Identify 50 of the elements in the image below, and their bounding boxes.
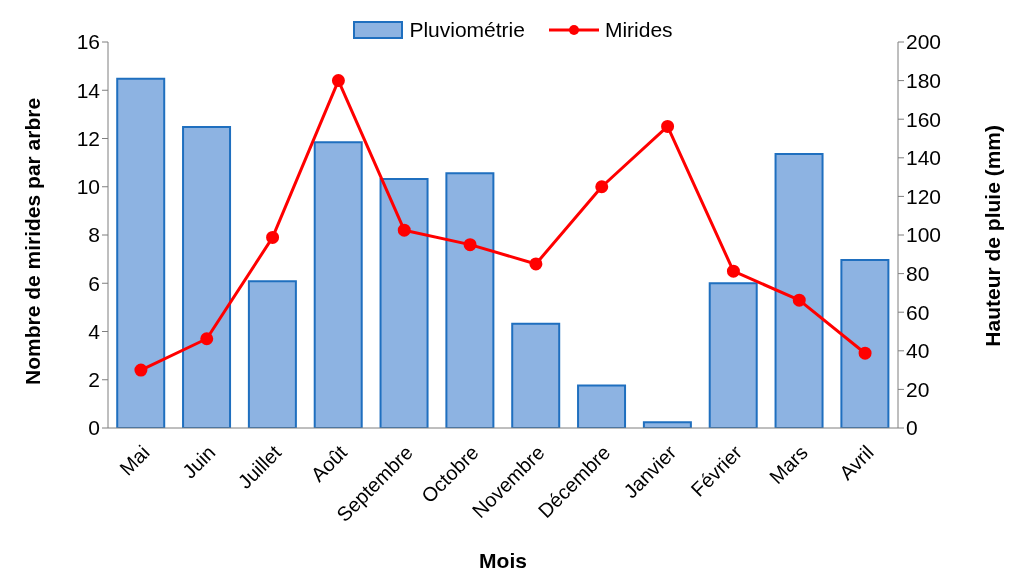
x-tick-label: Mai	[115, 441, 154, 480]
y2-tick-label: 180	[906, 69, 942, 93]
bar	[708, 282, 758, 428]
y2-tick-label: 100	[906, 223, 942, 247]
point	[397, 223, 411, 237]
legend-label: Mirides	[604, 18, 673, 42]
x-axis-title: Mois	[479, 549, 527, 572]
y-axis-title: Nombre de mirides par arbre	[21, 97, 45, 385]
y2-tick-label: 200	[906, 30, 942, 54]
y2-tick-label: 160	[906, 107, 942, 131]
y2-tick-label: 80	[906, 262, 930, 286]
point	[595, 180, 609, 194]
y-tick-label: 10	[76, 175, 100, 199]
bar	[577, 384, 627, 428]
point	[200, 332, 214, 346]
y2-tick-label: 20	[906, 377, 930, 401]
legend-label: Pluviométrie	[409, 18, 525, 42]
point	[661, 119, 675, 133]
y2-tick-label: 0	[906, 416, 918, 440]
y-tick-label: 6	[88, 271, 100, 295]
y-tick-label: 2	[88, 368, 100, 392]
bar	[379, 178, 429, 428]
y-tick-label: 0	[88, 416, 100, 440]
point	[529, 257, 543, 271]
point	[134, 363, 148, 377]
point	[463, 238, 477, 252]
point	[331, 74, 345, 88]
y-tick-label: 12	[76, 126, 100, 150]
y2-tick-label: 60	[906, 300, 930, 324]
y-tick-label: 14	[76, 78, 101, 102]
bar	[182, 125, 232, 428]
bar	[313, 141, 363, 428]
point	[792, 293, 806, 307]
y-tick-label: 16	[76, 30, 100, 54]
point	[266, 230, 280, 244]
bar	[247, 280, 297, 428]
y2-tick-label: 40	[906, 339, 930, 363]
bar	[445, 172, 495, 428]
bar	[774, 152, 824, 428]
y2-tick-label: 140	[906, 146, 942, 170]
bar	[840, 259, 890, 428]
y-tick-label: 4	[88, 319, 101, 343]
point	[858, 346, 872, 360]
y2-tick-label: 120	[906, 184, 942, 208]
y2-axis-title: Hauteur de pluie (mm)	[981, 125, 1005, 347]
x-tick-label: Juin	[177, 441, 220, 483]
y-tick-label: 8	[88, 223, 100, 247]
point	[726, 264, 740, 278]
bar	[116, 77, 166, 428]
bar	[511, 322, 561, 428]
